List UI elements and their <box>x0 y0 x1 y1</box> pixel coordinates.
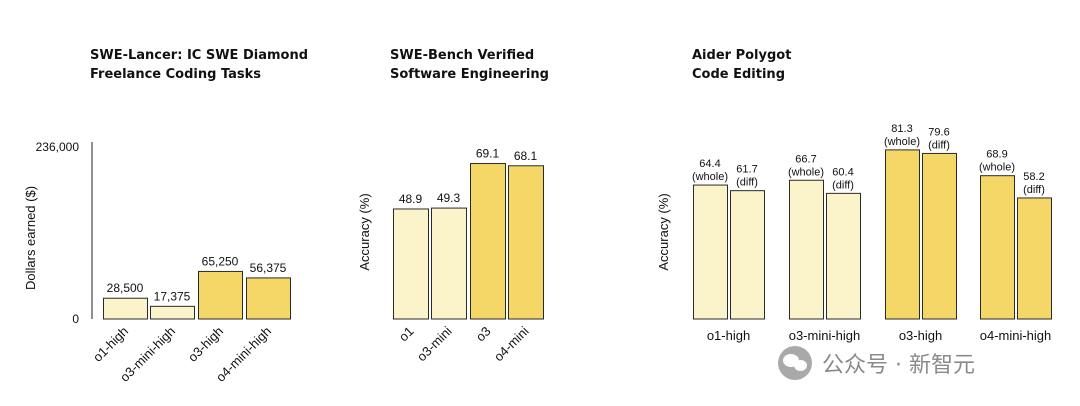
chart3-bar <box>885 149 920 320</box>
chart3-bar <box>980 175 1015 320</box>
chart1-data-label: 17,375 <box>154 289 191 303</box>
chart2-title-line2: Software Engineering <box>390 67 549 82</box>
chart1-data-label: 65,250 <box>202 254 239 268</box>
chart3-xtick-label: o4-mini-high <box>980 328 1052 343</box>
chart1-xtick-label: o3-high <box>185 324 226 365</box>
chart2-title-line1: SWE-Bench Verified <box>390 48 535 63</box>
chart1-bar <box>246 277 291 320</box>
chart1-title-line2: Freelance Coding Tasks <box>90 67 262 82</box>
wechat-icon <box>778 346 812 380</box>
chart3-data-label: 61.7 <box>736 164 757 176</box>
chart1-data-label: 28,500 <box>107 281 144 295</box>
chart3-series-label: (whole) <box>788 166 824 178</box>
chart2-data-label: 69.1 <box>476 147 500 161</box>
chart2-title: SWE-Bench Verified Software Engineering <box>390 46 549 84</box>
chart3-bar <box>730 190 765 320</box>
chart3-bar <box>789 179 824 320</box>
chart3-xtick-label: o3-high <box>899 328 942 343</box>
chart3-data-label: 68.9 <box>986 149 1007 161</box>
chart3-xtick-label: o3-mini-high <box>789 328 861 343</box>
chart2-data-label: 68.1 <box>514 149 538 163</box>
chart3-data-label: 58.2 <box>1023 171 1044 183</box>
chart3-series-label: (whole) <box>884 136 920 148</box>
chart3-xtick-label: o1-high <box>707 328 750 343</box>
watermark-text: 公众号 · 新智元 <box>822 353 975 378</box>
chart3-series-label: (diff) <box>928 139 950 151</box>
chart3-ylabel: Accuracy (%) <box>656 193 671 270</box>
watermark: 公众号 · 新智元 <box>778 344 1068 382</box>
chart3-series-label: (diff) <box>736 177 758 189</box>
chart1-bar <box>150 305 195 320</box>
chart3-data-label: 64.4 <box>699 158 720 170</box>
chart2-xtick-label: o4-mini <box>491 323 532 364</box>
chart3-series-label: (whole) <box>692 171 728 183</box>
chart3-title: Aider Polygot Code Editing <box>692 46 791 84</box>
chart1-xtick-label: o1-high <box>90 324 131 365</box>
chart2-xtick-label: o3-mini <box>414 323 455 364</box>
chart3-bar <box>693 184 728 320</box>
chart1-bar <box>198 270 243 320</box>
chart1-bar <box>103 297 148 320</box>
chart2-data-label: 49.3 <box>437 191 461 205</box>
chart2-xtick-label: o1 <box>396 324 417 345</box>
chart1-title-line1: SWE-Lancer: IC SWE Diamond <box>90 48 309 63</box>
chart2-ylabel: Accuracy (%) <box>357 193 372 270</box>
chart2-bar <box>508 165 544 320</box>
chart2-data-label: 48.9 <box>399 192 423 206</box>
chart2-bar <box>431 207 467 320</box>
chart3-data-label: 81.3 <box>891 123 912 135</box>
chart3-title-line1: Aider Polygot <box>692 48 792 63</box>
chart3-bar <box>826 192 861 320</box>
chart3-bar <box>1017 197 1052 320</box>
chart2-xtick-label: o3 <box>473 324 494 345</box>
chart2-bar <box>470 163 506 320</box>
chart3-series-label: (diff) <box>832 179 854 191</box>
chart1-data-label: 56,375 <box>250 261 287 275</box>
chart3-title-line2: Code Editing <box>692 67 785 82</box>
chart2-bar <box>393 208 429 320</box>
chart3-data-label: 79.6 <box>928 126 949 138</box>
chart1-ytick-label: 236,000 <box>36 140 80 154</box>
chart1-title: SWE-Lancer: IC SWE Diamond Freelance Cod… <box>90 46 308 84</box>
chart3-series-label: (diff) <box>1023 184 1045 196</box>
chart3-series-label: (whole) <box>979 162 1015 174</box>
chart1-ylabel: Dollars earned ($) <box>23 186 38 290</box>
chart3-bar <box>922 152 957 320</box>
chart3-data-label: 66.7 <box>795 153 816 165</box>
chart3-data-label: 60.4 <box>832 166 853 178</box>
chart1-ytick-label: 0 <box>72 312 79 326</box>
